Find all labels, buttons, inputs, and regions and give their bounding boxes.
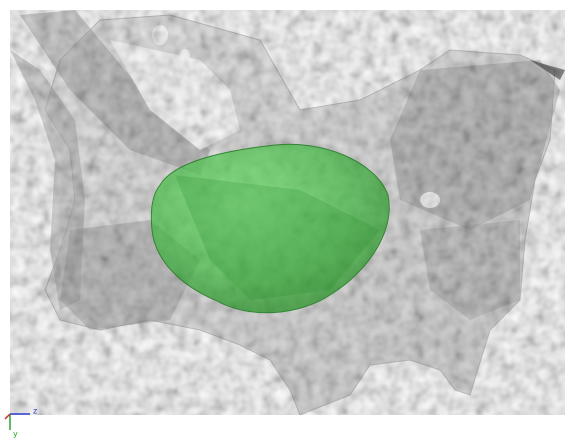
axes-triad: z y — [4, 407, 37, 439]
z-axis-label: z — [33, 407, 37, 416]
overlap-plane — [175, 175, 380, 300]
y-axis-label: y — [13, 430, 18, 439]
x-axis — [4, 413, 11, 420]
segmented-volume — [150, 143, 390, 314]
